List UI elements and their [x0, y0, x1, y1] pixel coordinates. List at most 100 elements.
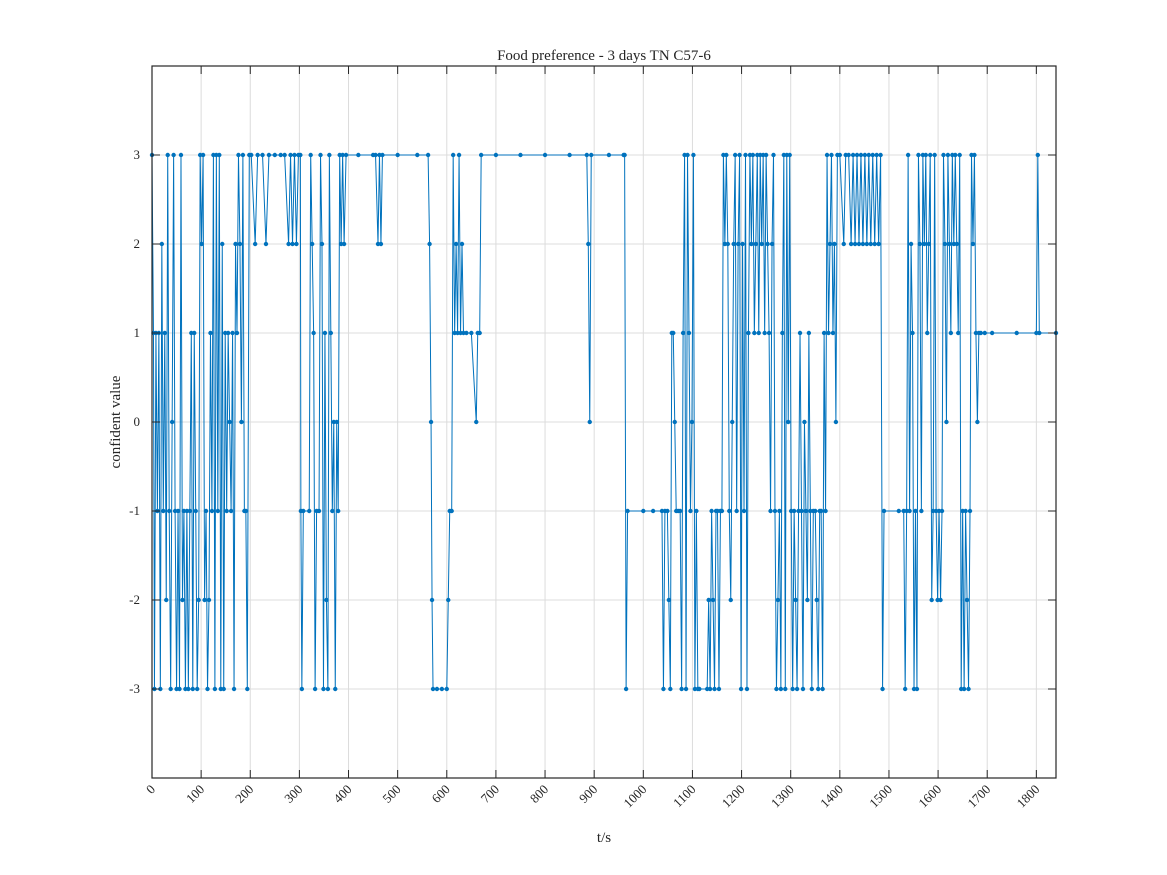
data-point — [818, 508, 824, 514]
data-point — [453, 241, 459, 247]
data-point — [954, 241, 959, 247]
data-point — [876, 241, 881, 247]
data-point — [823, 508, 828, 514]
data-point — [666, 597, 672, 603]
data-point — [168, 686, 173, 692]
data-point — [961, 686, 967, 692]
data-point — [672, 419, 677, 425]
data-point — [312, 686, 318, 692]
data-point — [944, 419, 949, 425]
data-point — [833, 419, 839, 425]
data-point — [793, 597, 798, 603]
data-point — [710, 597, 716, 603]
data-point — [311, 330, 316, 336]
data-point — [814, 597, 819, 603]
data-point — [474, 419, 479, 425]
data-point — [439, 686, 445, 692]
data-point — [233, 241, 238, 247]
data-point — [858, 152, 864, 158]
data-point — [862, 152, 868, 158]
data-point — [942, 241, 948, 247]
data-point — [878, 152, 883, 158]
data-point — [641, 508, 646, 514]
data-point — [772, 508, 778, 514]
data-point — [162, 330, 167, 336]
y-tick-labels: -3 -2 -1 0 1 2 3 — [129, 147, 140, 696]
data-point — [750, 152, 756, 158]
data-point — [802, 419, 807, 425]
data-point — [282, 152, 287, 158]
data-point — [837, 152, 843, 158]
data-point — [691, 152, 696, 158]
data-point — [322, 330, 328, 336]
data-point — [763, 152, 769, 158]
data-point — [477, 330, 482, 336]
data-point — [209, 508, 215, 514]
data-point — [434, 686, 440, 692]
data-point — [263, 241, 269, 247]
data-point — [186, 686, 191, 692]
data-point — [841, 241, 846, 247]
data-point — [771, 152, 776, 158]
data-point — [278, 152, 283, 158]
data-point — [308, 152, 313, 158]
data-point — [165, 152, 170, 158]
data-point — [158, 686, 163, 692]
data-point — [685, 152, 690, 158]
data-point — [378, 241, 384, 247]
data-point — [200, 152, 206, 158]
data-point — [709, 508, 714, 514]
data-point — [870, 152, 875, 158]
data-point — [731, 241, 736, 247]
data-point — [301, 508, 306, 514]
data-point — [203, 508, 209, 514]
data-point — [309, 241, 315, 247]
data-point — [208, 330, 213, 336]
data-point — [916, 152, 921, 158]
data-point — [298, 152, 303, 158]
data-point — [288, 152, 293, 158]
data-point — [821, 330, 827, 336]
data-point — [908, 241, 914, 247]
data-point — [794, 686, 800, 692]
data-point — [938, 597, 943, 603]
data-point — [240, 152, 246, 158]
data-point — [236, 152, 241, 158]
data-point — [852, 241, 858, 247]
data-point — [800, 686, 806, 692]
data-point — [584, 152, 589, 158]
y-tick-label: -3 — [129, 681, 140, 696]
data-point — [230, 330, 235, 336]
data-point — [478, 152, 484, 158]
data-point — [964, 597, 970, 603]
data-point — [783, 686, 788, 692]
data-point — [864, 241, 870, 247]
data-point — [237, 241, 243, 247]
data-point — [330, 508, 335, 514]
data-point — [292, 152, 297, 158]
data-point — [746, 330, 751, 336]
data-point — [734, 508, 739, 514]
data-point — [249, 152, 254, 158]
data-point — [221, 686, 226, 692]
data-point — [970, 241, 976, 247]
data-point — [905, 152, 911, 158]
data-point — [324, 597, 329, 603]
data-point — [697, 686, 702, 692]
data-point — [1035, 152, 1041, 158]
data-point — [740, 241, 745, 247]
data-point — [429, 597, 435, 603]
data-point — [178, 152, 184, 158]
data-point — [769, 241, 775, 247]
data-point — [732, 152, 738, 158]
data-point — [813, 508, 818, 514]
data-point — [932, 152, 937, 158]
data-point — [966, 686, 971, 692]
data-point — [683, 686, 689, 692]
data-point — [318, 152, 323, 158]
data-point — [680, 330, 686, 336]
data-point — [753, 241, 759, 247]
data-point — [650, 508, 656, 514]
data-point — [217, 152, 222, 158]
data-point — [319, 241, 325, 247]
